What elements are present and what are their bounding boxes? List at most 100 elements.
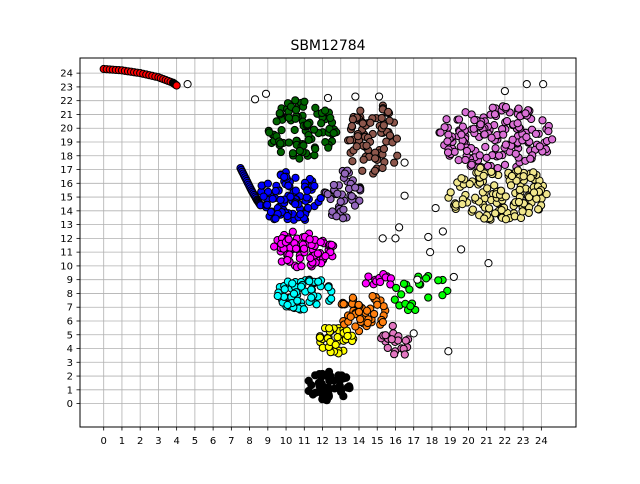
x-tick-label: 11 bbox=[298, 436, 311, 447]
data-point-cluster-10 bbox=[290, 125, 299, 135]
data-point-cluster-6 bbox=[284, 235, 293, 244]
data-point-cluster-14 bbox=[501, 140, 510, 149]
data-point-cluster-10 bbox=[295, 154, 304, 163]
data-point-cluster-14 bbox=[480, 130, 489, 139]
data-point-cluster-10 bbox=[317, 119, 326, 128]
data-point-cluster-14 bbox=[499, 130, 508, 139]
data-point-cluster-6 bbox=[306, 254, 315, 263]
data-point-cluster-2 bbox=[345, 383, 354, 393]
data-point-cluster-11 bbox=[353, 132, 362, 141]
data-point-cluster-6 bbox=[305, 235, 314, 244]
data-point-cluster-9 bbox=[350, 201, 360, 210]
data-point-cluster-15 bbox=[513, 166, 523, 175]
x-tick-label: 10 bbox=[280, 436, 293, 447]
x-tick-label: 9 bbox=[265, 436, 271, 447]
data-point-cluster-16 bbox=[457, 245, 466, 254]
x-tick-label: 12 bbox=[316, 436, 329, 447]
data-point-cluster-11 bbox=[384, 107, 393, 116]
data-point-cluster-9 bbox=[329, 180, 338, 190]
data-point-cluster-10 bbox=[311, 144, 320, 153]
data-point-cluster-16 bbox=[400, 191, 409, 200]
y-tick-label: 24 bbox=[60, 69, 73, 80]
data-point-cluster-15 bbox=[542, 190, 551, 199]
data-point-cluster-11 bbox=[358, 119, 367, 128]
data-point-cluster-15 bbox=[465, 179, 474, 189]
data-point-cluster-11 bbox=[358, 166, 367, 175]
data-point-cluster-8 bbox=[291, 173, 300, 182]
data-point-cluster-11 bbox=[366, 118, 375, 127]
x-tick-label: 22 bbox=[499, 436, 512, 447]
data-point-cluster-14 bbox=[521, 109, 530, 118]
data-point-cluster-8 bbox=[280, 172, 289, 182]
y-tick-label: 18 bbox=[60, 151, 73, 162]
data-point-cluster-14 bbox=[508, 135, 517, 144]
data-point-cluster-4 bbox=[373, 300, 382, 309]
y-tick-label: 0 bbox=[67, 399, 73, 410]
data-point-cluster-6 bbox=[316, 238, 325, 247]
data-point-cluster-16 bbox=[426, 248, 435, 257]
x-tick-label: 4 bbox=[173, 436, 179, 447]
data-point-cluster-10 bbox=[276, 147, 285, 157]
data-point-cluster-16 bbox=[500, 86, 509, 96]
y-tick-label: 13 bbox=[60, 220, 73, 231]
data-point-cluster-10 bbox=[265, 128, 274, 137]
data-point-cluster-9 bbox=[347, 192, 356, 201]
data-point-cluster-3 bbox=[331, 340, 340, 349]
data-point-cluster-6 bbox=[283, 255, 292, 265]
x-tick-label: 8 bbox=[246, 436, 252, 447]
data-point-cluster-8 bbox=[303, 203, 313, 213]
x-tick-label: 6 bbox=[210, 436, 216, 447]
data-point-cluster-8 bbox=[286, 192, 295, 201]
data-point-cluster-11 bbox=[385, 131, 395, 140]
data-point-cluster-14 bbox=[526, 154, 535, 163]
data-point-cluster-9 bbox=[323, 190, 332, 199]
x-tick-label: 24 bbox=[535, 436, 548, 447]
data-point-cluster-13 bbox=[401, 336, 410, 345]
data-point-cluster-15 bbox=[458, 200, 467, 209]
data-point-cluster-16 bbox=[400, 158, 409, 167]
data-point-cluster-4 bbox=[356, 315, 365, 324]
x-tick-label: 17 bbox=[407, 436, 420, 447]
data-point-cluster-14 bbox=[538, 116, 547, 125]
data-point-cluster-0 bbox=[172, 81, 181, 90]
data-point-cluster-5 bbox=[280, 285, 289, 294]
data-point-cluster-14 bbox=[502, 116, 512, 126]
tick-layer: 0 1 2 3 4 5 6 7 8 9 10 11 12 13 14 15 16 17 18 19 20 21 22 23 24… bbox=[60, 69, 547, 447]
data-point-cluster-16 bbox=[250, 95, 260, 104]
data-point-cluster-2 bbox=[318, 395, 327, 404]
data-point-cluster-12 bbox=[397, 290, 406, 299]
data-point-cluster-15 bbox=[487, 167, 496, 176]
data-point-cluster-4 bbox=[346, 312, 355, 321]
data-point-cluster-6 bbox=[269, 242, 279, 251]
data-point-cluster-11 bbox=[393, 151, 402, 160]
data-point-cluster-9 bbox=[351, 183, 360, 192]
data-point-cluster-16 bbox=[438, 227, 447, 236]
data-point-cluster-9 bbox=[336, 197, 345, 206]
x-tick-label: 2 bbox=[137, 436, 143, 447]
data-point-cluster-5 bbox=[327, 294, 336, 303]
data-point-cluster-15 bbox=[526, 173, 535, 183]
data-point-cluster-16 bbox=[522, 80, 531, 89]
data-point-cluster-5 bbox=[314, 277, 323, 286]
data-point-cluster-14 bbox=[440, 123, 449, 132]
data-point-cluster-14 bbox=[544, 127, 553, 136]
data-point-cluster-16 bbox=[391, 234, 400, 243]
x-tick-label: 0 bbox=[101, 436, 107, 447]
data-point-cluster-10 bbox=[284, 138, 293, 147]
x-tick-label: 3 bbox=[155, 436, 161, 447]
data-point-cluster-4 bbox=[348, 293, 357, 302]
data-point-cluster-5 bbox=[307, 285, 316, 294]
data-point-cluster-3 bbox=[315, 333, 325, 342]
y-tick-label: 12 bbox=[60, 234, 73, 245]
x-tick-label: 13 bbox=[334, 436, 347, 447]
y-tick-label: 6 bbox=[67, 316, 73, 327]
data-point-cluster-16 bbox=[431, 203, 440, 213]
data-point-cluster-15 bbox=[446, 188, 455, 197]
data-point-cluster-16 bbox=[539, 80, 548, 89]
data-point-cluster-16 bbox=[183, 80, 192, 89]
data-point-cluster-14 bbox=[531, 129, 541, 139]
data-point-cluster-13 bbox=[387, 335, 396, 344]
data-point-cluster-6 bbox=[295, 254, 305, 263]
data-point-cluster-10 bbox=[303, 120, 312, 129]
